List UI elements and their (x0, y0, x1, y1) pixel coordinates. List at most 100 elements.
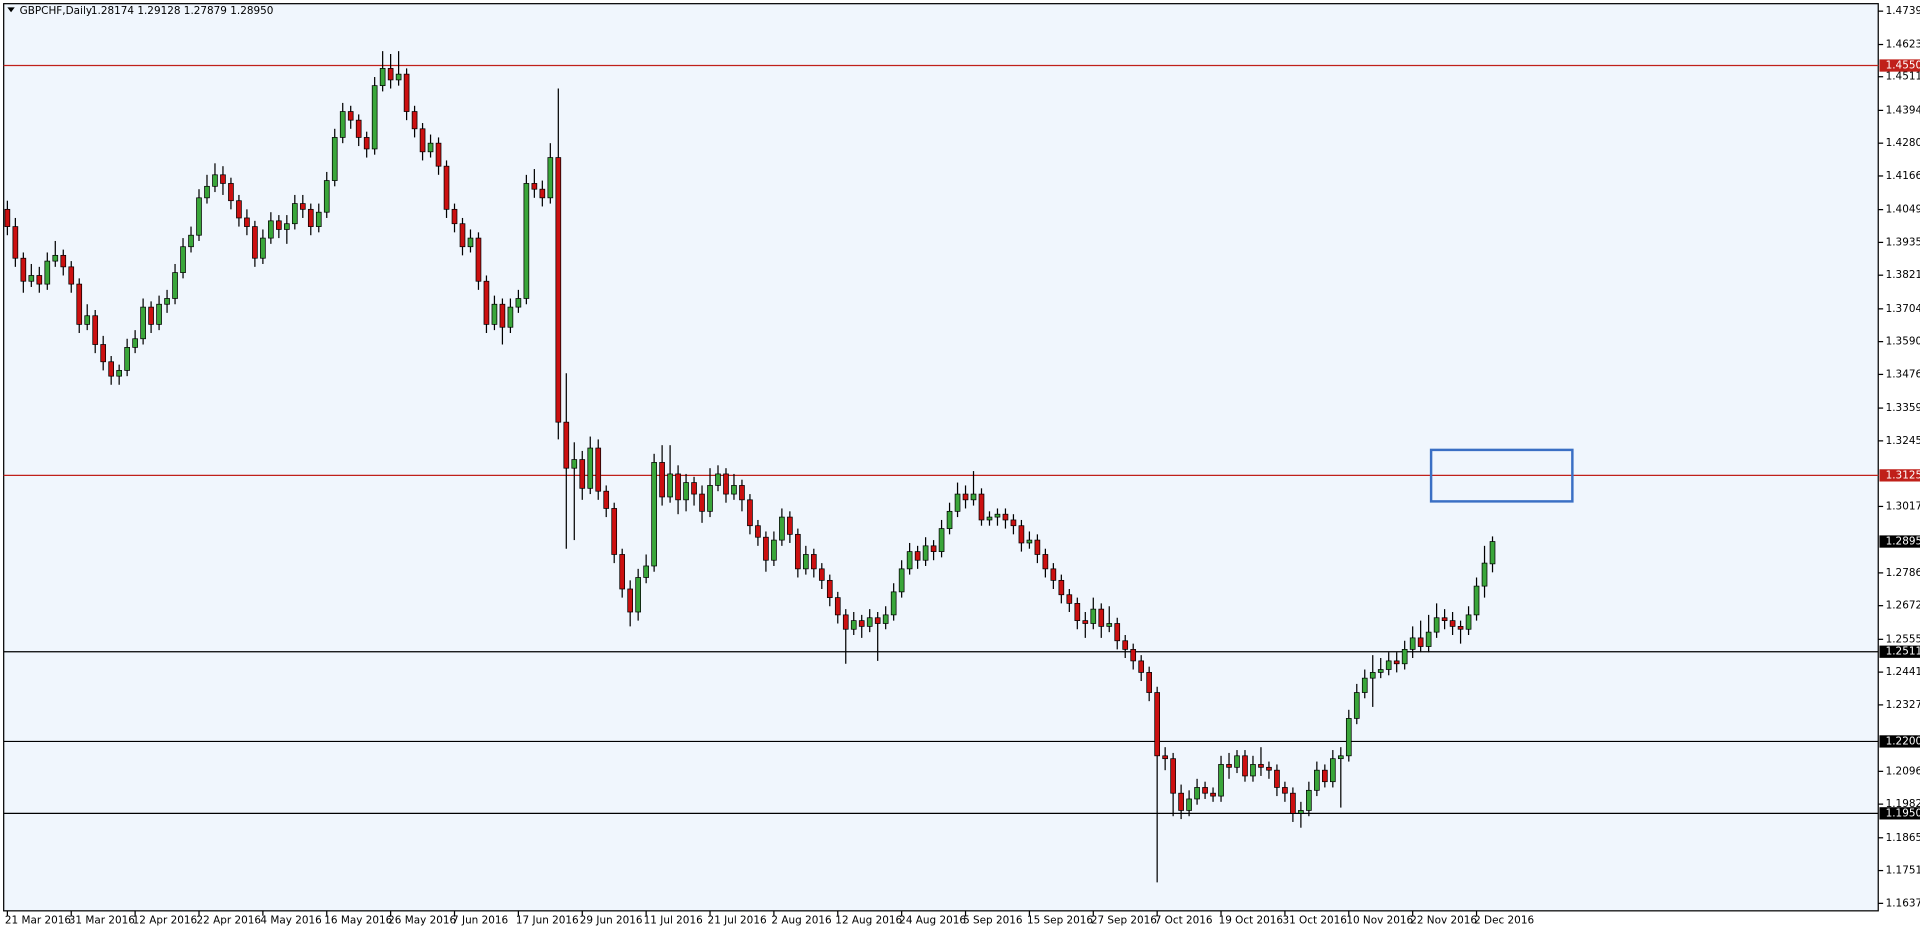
candle-body (1074, 603, 1081, 621)
candle-body (228, 183, 234, 202)
candle-body (1210, 792, 1216, 797)
candle-body (323, 180, 330, 213)
candle-body (803, 554, 809, 570)
candle-body (299, 203, 306, 210)
candle-body (1122, 640, 1129, 650)
candle-body (763, 536, 769, 561)
y-tick-label: 1.45110 (1886, 71, 1920, 83)
x-tick-label: 17 Jun 2016 (516, 915, 579, 927)
candle-body (1393, 660, 1400, 665)
candle-body (699, 493, 705, 512)
candle-body (1130, 649, 1137, 662)
candle-body (443, 165, 450, 210)
candle-body (60, 254, 67, 268)
x-tick-label: 26 May 2016 (388, 915, 456, 927)
candle-body (252, 226, 258, 259)
candle-body (1337, 755, 1344, 760)
candle-body (595, 447, 602, 492)
x-tick-label: 21 Jul 2016 (708, 915, 767, 927)
price-tag (1879, 59, 1920, 72)
candle-body (148, 306, 154, 325)
candle-body (435, 142, 442, 167)
price-tag (1879, 469, 1920, 482)
candle-body (627, 588, 633, 613)
candle-body (1361, 677, 1368, 693)
symbol: GBPCHF,Daily (20, 5, 92, 17)
candle-body (962, 493, 969, 501)
x-tick-label: 7 Jun 2016 (452, 915, 508, 927)
candle-body (1194, 787, 1200, 800)
candle-body (1433, 617, 1440, 633)
candle-body (994, 513, 1001, 518)
candle-body (579, 459, 586, 489)
menu-arrow[interactable] (7, 7, 15, 13)
candle-body (1282, 787, 1288, 794)
y-tick-label: 1.19820 (1886, 798, 1920, 810)
candle-body (571, 459, 578, 469)
x-tick-label: 2 Dec 2016 (1474, 915, 1534, 927)
candle-body (603, 490, 610, 509)
candle-body (355, 119, 362, 138)
candle-body (611, 508, 618, 555)
candle-body (922, 545, 929, 561)
candle-body (675, 473, 681, 501)
candle-body (1298, 810, 1304, 814)
candle-body (196, 197, 202, 236)
y-tick-label: 1.18650 (1886, 832, 1920, 844)
candle-body (1250, 764, 1256, 777)
candle-body (731, 485, 737, 495)
x-tick-label: 15 Sep 2016 (1027, 915, 1093, 927)
candle-body (1266, 766, 1272, 771)
candle-body (387, 68, 394, 81)
candle-body (363, 137, 370, 150)
plot-layer (3, 51, 1879, 883)
candle-body (683, 482, 689, 501)
candle-body (1409, 637, 1416, 650)
candle-body (499, 303, 506, 328)
candle-body (132, 338, 138, 348)
price-tag-label: 1.45500 (1886, 60, 1920, 72)
annotation-box (1429, 448, 1574, 503)
candle-body (1290, 792, 1296, 814)
candle-body (954, 493, 961, 512)
candle-body (1345, 718, 1352, 757)
price-tag-label: 1.19500 (1886, 807, 1920, 819)
candle-body (20, 257, 27, 282)
candle-body (1473, 585, 1480, 616)
x-tick-label: 27 Sep 2016 (1091, 915, 1157, 927)
y-tick-label: 1.26720 (1886, 600, 1920, 612)
x-tick-label: 16 May 2016 (324, 915, 392, 927)
candle-body (12, 226, 19, 259)
candle-body (1170, 758, 1176, 794)
y-tick-label: 1.24410 (1886, 666, 1920, 678)
candle-body (180, 246, 186, 273)
y-tick-label: 1.42800 (1886, 137, 1920, 149)
y-tick-label: 1.35900 (1886, 336, 1920, 348)
candle-body (339, 111, 346, 138)
candle-body (1401, 649, 1408, 665)
candle-body (739, 485, 745, 501)
candle-body (1002, 513, 1009, 521)
candle-body (84, 315, 91, 325)
candle-body (1353, 692, 1360, 719)
candle-body (172, 272, 178, 299)
candle-body (1146, 672, 1152, 693)
candle-body (882, 614, 889, 624)
candle-body (1178, 792, 1184, 811)
y-tick-label: 1.30170 (1886, 500, 1920, 512)
candle-body (260, 237, 266, 259)
candle-body (36, 275, 43, 285)
x-tick-label: 24 Aug 2016 (899, 915, 966, 927)
candle-body (315, 211, 322, 227)
candle-body (978, 493, 985, 521)
y-tick-label: 1.20960 (1886, 765, 1920, 777)
candle-body (28, 275, 35, 282)
candle-body (1369, 672, 1376, 679)
candle-body (236, 200, 242, 219)
x-tick-label: 12 Apr 2016 (133, 915, 198, 927)
candle-body (874, 617, 881, 624)
candle-body (547, 157, 554, 199)
candle-body (539, 188, 546, 199)
candle-body (1457, 626, 1464, 630)
